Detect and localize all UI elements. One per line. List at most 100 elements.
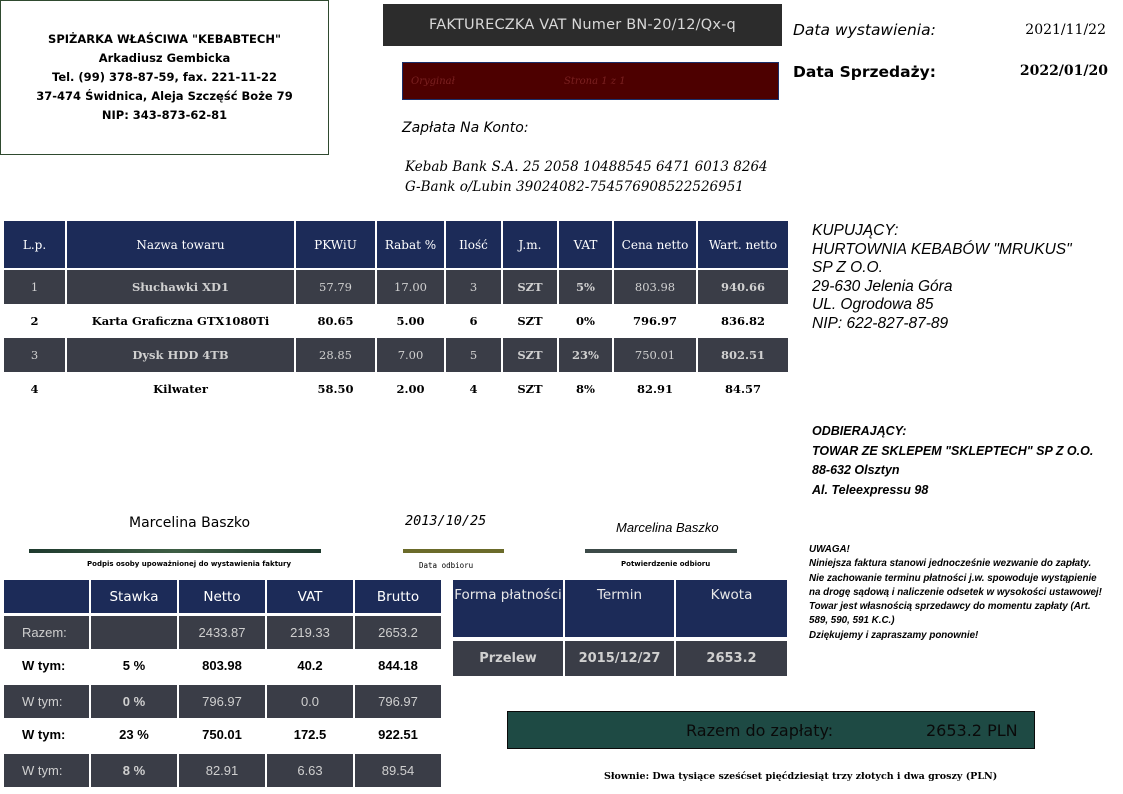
warning-title: UWAGA! xyxy=(809,544,850,555)
items-header-row: L.p. Nazwa towaru PKWiU Rabat % Ilość J.… xyxy=(4,221,788,268)
table-row: W tym: 0 % 796.97 0.0 796.97 xyxy=(4,685,441,718)
table-row: 3 Dysk HDD 4TB 28.85 7.00 5 SZT 23% 750.… xyxy=(4,338,788,372)
cell: 0% xyxy=(558,304,614,338)
receiver-signature-name: Marcelina Baszko xyxy=(616,520,719,535)
cell: 4 xyxy=(445,372,503,406)
receiver-signature-line xyxy=(585,549,737,553)
cell: 82.91 xyxy=(613,372,698,406)
seller-box: SPIŻARKA WŁAŚCIWA "KEBABTECH" Arkadiusz … xyxy=(0,0,329,155)
cell: 57.79 xyxy=(295,270,377,304)
buyer-label: KUPUJĄCY: xyxy=(812,222,899,239)
col-header: Kwota xyxy=(675,580,787,637)
table-row: 2 Karta Graficzna GTX1080Ti 80.65 5.00 6… xyxy=(4,304,788,338)
amount-in-words: Słownie: Dwa tysiące sześćset pięćdziesi… xyxy=(604,771,998,782)
cell xyxy=(90,616,179,649)
seller-phone: Tel. (99) 378-87-59, fax. 221-11-22 xyxy=(52,70,277,84)
cell: 40.2 xyxy=(266,649,355,682)
copy-bar: Oryginał Strona 1 z 1 xyxy=(402,62,779,100)
cell: W tym: xyxy=(4,718,91,751)
copy-label: Oryginał xyxy=(411,75,455,87)
cell: Dysk HDD 4TB xyxy=(66,338,296,372)
cell: 922.51 xyxy=(354,718,441,751)
cell: 802.51 xyxy=(697,338,788,372)
cell: 2 xyxy=(4,304,67,338)
col-header: Stawka xyxy=(90,580,179,613)
col-header: Cena netto xyxy=(613,221,698,268)
cell: 23% xyxy=(558,338,614,372)
cell: SZT xyxy=(502,372,559,406)
seller-name: SPIŻARKA WŁAŚCIWA "KEBABTECH" Arkadiusz … xyxy=(48,32,281,65)
issue-date-label: Data wystawienia: xyxy=(793,21,936,39)
cell: 6 xyxy=(445,304,503,338)
cell: 84.57 xyxy=(697,372,788,406)
cell: 0 % xyxy=(90,685,179,718)
cell: 58.50 xyxy=(295,372,377,406)
cell: 7.00 xyxy=(376,338,446,372)
col-header: Wart. netto xyxy=(697,221,788,268)
cell: Słuchawki XD1 xyxy=(66,270,296,304)
payment-header-row: Forma płatności Termin Kwota xyxy=(453,580,787,637)
receipt-date-caption: Data odbioru xyxy=(419,561,474,570)
cell: 0.0 xyxy=(266,685,355,718)
cell: 4 xyxy=(4,372,67,406)
cell: 17.00 xyxy=(376,270,446,304)
cell: Karta Graficzna GTX1080Ti xyxy=(66,304,296,338)
issuer-signature-caption: Podpis osoby upoważnionej do wystawienia… xyxy=(87,560,292,568)
bank-account-1: Kebab Bank S.A. 25 2058 10488545 6471 60… xyxy=(405,159,768,175)
payment-amount: 2653.2 xyxy=(675,641,787,676)
total-due-label: Razem do zapłaty: xyxy=(686,720,834,740)
total-due-amount: 2653.2 PLN xyxy=(926,720,1018,740)
cell: 23 % xyxy=(90,718,179,751)
sale-date-value: 2022/01/20 xyxy=(1019,63,1108,79)
col-header: VAT xyxy=(558,221,614,268)
col-header: J.m. xyxy=(502,221,559,268)
receiver-name: TOWAR ZE SKLEPEM "SKLEPTECH" SP Z O.O. xyxy=(812,443,1094,458)
issuer-signature-line xyxy=(29,549,321,553)
cell: 2653.2 xyxy=(354,616,441,649)
cell: 940.66 xyxy=(697,270,788,304)
cell: W tym: xyxy=(4,649,91,682)
cell: 2433.87 xyxy=(178,616,267,649)
cell: Razem: xyxy=(4,616,91,649)
col-header: Rabat % xyxy=(376,221,446,268)
cell: 750.01 xyxy=(178,718,267,751)
table-row: W tym: 8 % 82.91 6.63 89.54 xyxy=(4,754,441,787)
table-row: W tym: 5 % 803.98 40.2 844.18 xyxy=(4,649,441,682)
cell: 803.98 xyxy=(613,270,698,304)
col-header: VAT xyxy=(266,580,355,613)
buyer-nip: NIP: 622-827-87-89 xyxy=(812,314,949,332)
table-row: Przelew 2015/12/27 2653.2 xyxy=(453,641,787,676)
cell: 5 % xyxy=(90,649,179,682)
cell: 750.01 xyxy=(613,338,698,372)
cell: SZT xyxy=(502,304,559,338)
table-row: W tym: 23 % 750.01 172.5 922.51 xyxy=(4,718,441,751)
payment-account-title: Zapłata Na Konto: xyxy=(402,120,529,136)
col-header: Netto xyxy=(178,580,267,613)
cell: 796.97 xyxy=(613,304,698,338)
bank-account-2: G-Bank o/Lubin 39024082-7545769085225269… xyxy=(405,179,744,195)
table-row: 1 Słuchawki XD1 57.79 17.00 3 SZT 5% 803… xyxy=(4,270,788,304)
receiver-signature-caption: Potwierdzenie odbioru xyxy=(621,560,711,568)
cell: 3 xyxy=(4,338,67,372)
cell: 5.00 xyxy=(376,304,446,338)
col-header: Nazwa towaru xyxy=(66,221,296,268)
table-row: 4 Kilwater 58.50 2.00 4 SZT 8% 82.91 84.… xyxy=(4,372,788,406)
buyer-name: HURTOWNIA KEBABÓW "MRUKUS" xyxy=(812,240,1072,258)
cell: 796.97 xyxy=(354,685,441,718)
col-header: PKWiU xyxy=(295,221,377,268)
receiver-city: 88-632 Olsztyn xyxy=(812,463,900,477)
cell: 89.54 xyxy=(354,754,441,787)
issue-date-value: 2021/11/22 xyxy=(1025,22,1106,38)
col-header: L.p. xyxy=(4,221,67,268)
buyer-street: UL. Ogrodowa 85 xyxy=(812,296,934,313)
total-due-bar: Razem do zapłaty: 2653.2 PLN xyxy=(507,711,1035,749)
receiver-block: ODBIERAJĄCY: TOWAR ZE SKLEPEM "SKLEPTECH… xyxy=(812,422,1093,500)
receipt-date: 2013/10/25 xyxy=(405,513,487,529)
cell: 1 xyxy=(4,270,67,304)
buyer-block: KUPUJĄCY: HURTOWNIA KEBABÓW "MRUKUS" SP … xyxy=(812,222,1072,333)
invoice-title: FAKTURECZKA VAT Numer BN-20/12/Qx-q xyxy=(383,4,782,46)
cell: 5 xyxy=(445,338,503,372)
cell: 803.98 xyxy=(178,649,267,682)
cell: W tym: xyxy=(4,754,91,787)
receiver-street: Al. Teleexpressu 98 xyxy=(812,482,929,497)
